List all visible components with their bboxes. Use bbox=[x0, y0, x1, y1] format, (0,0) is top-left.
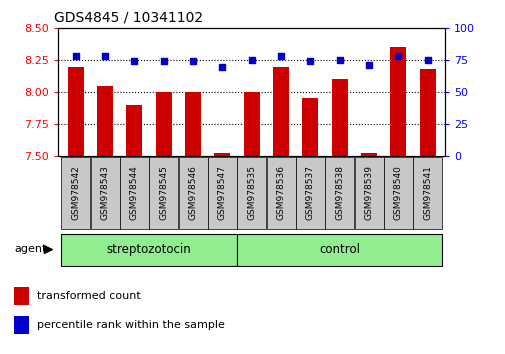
Point bbox=[247, 57, 256, 63]
Text: streptozotocin: streptozotocin bbox=[107, 243, 191, 256]
Bar bbox=[178, 157, 207, 229]
Point bbox=[423, 57, 431, 63]
Bar bbox=[90, 157, 119, 229]
Point bbox=[276, 53, 284, 59]
Bar bbox=[354, 157, 383, 229]
Point bbox=[218, 64, 226, 69]
Text: GSM978547: GSM978547 bbox=[218, 165, 226, 221]
Bar bbox=[360, 153, 376, 156]
Text: GSM978544: GSM978544 bbox=[130, 166, 139, 220]
Text: agent: agent bbox=[15, 244, 47, 254]
Text: GSM978535: GSM978535 bbox=[247, 165, 256, 221]
Point bbox=[393, 53, 401, 59]
Bar bbox=[208, 157, 236, 229]
Bar bbox=[331, 79, 347, 156]
Text: GSM978541: GSM978541 bbox=[422, 165, 431, 221]
Bar bbox=[413, 157, 441, 229]
Text: percentile rank within the sample: percentile rank within the sample bbox=[36, 320, 224, 330]
Text: GSM978545: GSM978545 bbox=[159, 165, 168, 221]
Point bbox=[130, 59, 138, 64]
Point bbox=[335, 57, 343, 63]
Point bbox=[189, 59, 197, 64]
Bar bbox=[237, 234, 441, 266]
Text: GSM978543: GSM978543 bbox=[100, 165, 110, 221]
Text: transformed count: transformed count bbox=[36, 291, 140, 301]
Point bbox=[160, 59, 168, 64]
Bar bbox=[14, 287, 29, 305]
Bar bbox=[120, 157, 148, 229]
Text: GSM978536: GSM978536 bbox=[276, 165, 285, 221]
Bar bbox=[149, 157, 178, 229]
Point bbox=[364, 62, 372, 68]
Bar bbox=[301, 98, 318, 156]
Text: GSM978539: GSM978539 bbox=[364, 165, 373, 221]
Text: GSM978540: GSM978540 bbox=[393, 165, 402, 221]
Bar bbox=[68, 67, 84, 156]
Bar bbox=[214, 153, 230, 156]
Bar bbox=[126, 105, 142, 156]
Bar bbox=[185, 92, 201, 156]
Bar bbox=[295, 157, 324, 229]
Text: GSM978537: GSM978537 bbox=[306, 165, 314, 221]
Bar bbox=[243, 92, 259, 156]
Text: GDS4845 / 10341102: GDS4845 / 10341102 bbox=[54, 10, 203, 24]
Bar bbox=[156, 92, 172, 156]
Bar bbox=[266, 157, 295, 229]
Bar bbox=[61, 157, 90, 229]
Bar bbox=[14, 316, 29, 334]
Point bbox=[101, 53, 109, 59]
Bar bbox=[97, 86, 113, 156]
Text: GSM978542: GSM978542 bbox=[71, 166, 80, 220]
Bar bbox=[61, 234, 237, 266]
Text: control: control bbox=[319, 243, 360, 256]
Bar bbox=[273, 67, 288, 156]
Bar bbox=[383, 157, 412, 229]
Text: GSM978546: GSM978546 bbox=[188, 165, 197, 221]
Text: GSM978538: GSM978538 bbox=[334, 165, 343, 221]
Point bbox=[306, 59, 314, 64]
Bar bbox=[325, 157, 354, 229]
Bar bbox=[389, 47, 406, 156]
Bar bbox=[237, 157, 266, 229]
Point bbox=[72, 53, 80, 59]
Bar bbox=[419, 69, 435, 156]
